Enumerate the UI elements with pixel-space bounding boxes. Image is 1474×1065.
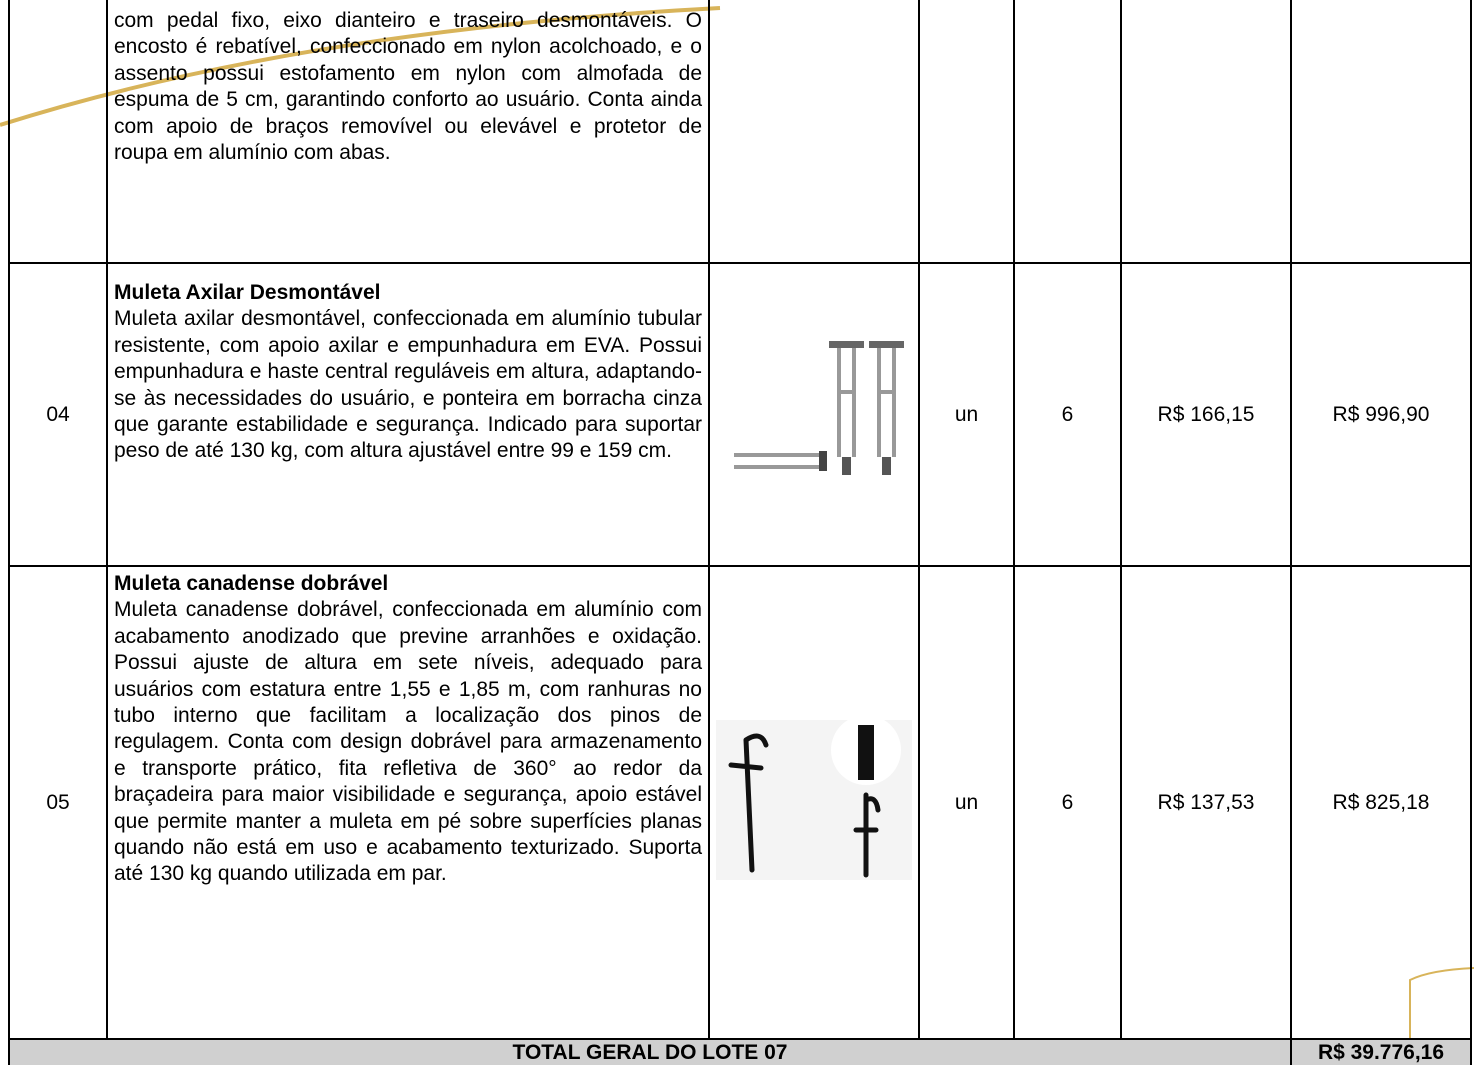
unit-price: R$ 137,53 [1120,565,1292,1040]
product-image [708,565,920,1040]
footer-row: TOTAL GERAL DO LOTE 07 R$ 39.776,16 [8,1038,1472,1065]
item: 05 [8,565,108,1040]
footer-label: TOTAL GERAL DO LOTE 07 [8,1038,1292,1065]
unit: un [918,262,1015,567]
unit: un [918,565,1015,1040]
product-title: Muleta canadense dobrável [114,572,389,595]
unit-price: R$ 166,15 [1120,262,1292,567]
description: Muleta canadense dobrável, confeccionada… [114,598,702,886]
quantity: 6 [1013,565,1122,1040]
row: com pedal fixo, eixo dianteiro e traseir… [8,0,1472,264]
total: R$ 825,18 [1290,565,1472,1040]
row: 05 Muleta canadense dobrável Muleta canad… [8,565,1472,1040]
crutch-image [716,714,912,880]
product-title: Muleta Axilar Desmontável [114,281,381,304]
description: com pedal fixo, eixo dianteiro e traseir… [114,9,702,165]
quantity: 6 [1013,262,1122,567]
item: 04 [8,262,108,567]
total: R$ 996,90 [1290,262,1472,567]
footer-total: R$ 39.776,16 [1290,1038,1472,1065]
crutch-image [734,340,904,475]
description: Muleta axilar desmontável, confeccionada… [114,307,702,463]
product-image [708,262,920,567]
product-table: com pedal fixo, eixo dianteiro e traseir… [8,0,1472,1065]
row: 04 Muleta Axilar Desmontável Muleta axila… [8,262,1472,567]
